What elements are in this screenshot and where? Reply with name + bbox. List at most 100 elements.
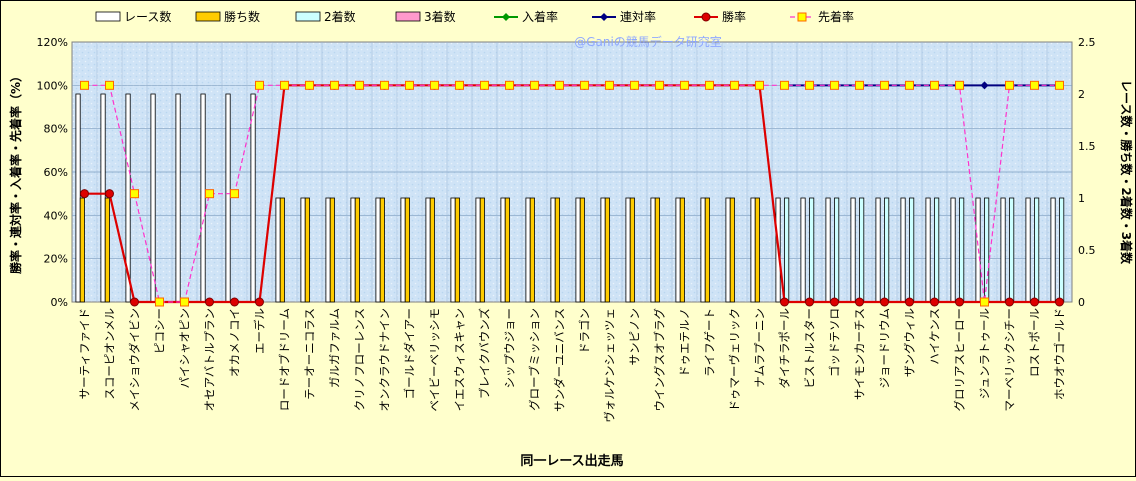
bar-1 [725, 197, 731, 303]
bar-2 [429, 197, 435, 303]
category-label: ビストルスター [803, 308, 817, 389]
bar-2 [79, 197, 85, 303]
bar-2 [604, 197, 610, 303]
bar-1 [675, 197, 681, 303]
point [180, 297, 189, 307]
category-label: ロードオブドリーム [278, 308, 292, 411]
category-label: メイショウダイビン [128, 308, 142, 412]
category-label: ドゥエテルノ [678, 308, 692, 377]
point [855, 80, 864, 90]
point [530, 80, 539, 90]
point [580, 80, 589, 90]
point [155, 297, 164, 307]
bar-2 [654, 197, 660, 303]
bar-3 [1059, 197, 1065, 303]
bar-1 [1025, 197, 1031, 303]
category-label: サーティファイド [78, 308, 92, 399]
category-label: ハイケンス [928, 308, 942, 365]
bar-1 [800, 197, 806, 303]
category-label: ライフゲート [703, 308, 717, 377]
category-label: ダイチラポール [778, 308, 792, 389]
category-label: サンピノン [628, 308, 642, 366]
category-label: ブレイクバウンズ [478, 308, 492, 399]
bar-1 [200, 93, 206, 303]
bar-1 [375, 197, 381, 303]
bar-2 [704, 197, 710, 303]
bar-2 [379, 197, 385, 303]
right-tick-label: 0 [1078, 296, 1085, 309]
bar-1 [1050, 197, 1056, 303]
category-label: エーデル [253, 308, 267, 354]
point [680, 80, 689, 90]
point [330, 80, 339, 90]
bar-2 [729, 197, 735, 303]
bar-2 [554, 197, 560, 303]
category-label: クリノフローレンス [353, 308, 367, 411]
bar-2 [354, 197, 360, 303]
bar-3 [1009, 197, 1015, 303]
line-series [80, 80, 1064, 307]
point [880, 297, 889, 307]
point [205, 297, 214, 307]
legend-marker [701, 12, 711, 22]
point [780, 297, 789, 307]
point [1055, 80, 1064, 90]
category-label: ロストポール [1028, 308, 1042, 377]
category-label: テーオーニコラス [303, 308, 317, 400]
bar-1 [300, 197, 306, 303]
category-label: ゴッドテソロ [828, 308, 842, 377]
point [705, 80, 714, 90]
category-label: グローブミッション [528, 308, 542, 411]
bar-1 [275, 197, 281, 303]
category-label: ドゥマーヴェリック [728, 308, 742, 412]
legend-marker [797, 12, 807, 22]
left-tick-label: 60% [44, 166, 68, 179]
point [80, 80, 89, 90]
bar-1 [100, 93, 106, 303]
bar-3 [909, 197, 915, 303]
bar-3 [1034, 197, 1040, 303]
point [755, 80, 764, 90]
bar-1 [400, 197, 406, 303]
point [1055, 297, 1064, 307]
point [1030, 297, 1039, 307]
bar-1 [575, 197, 581, 303]
point [830, 297, 839, 307]
right-tick-label: 2 [1078, 88, 1085, 101]
category-label: ゴールドダイアー [403, 308, 417, 399]
legend-swatch [95, 11, 121, 22]
point [480, 80, 489, 90]
bar-1 [825, 197, 831, 303]
category-label: パイシャオピン [178, 308, 192, 389]
bar-series [75, 93, 1065, 303]
legend-marker [502, 13, 510, 21]
bar-1 [875, 197, 881, 303]
right-tick-label: 1.5 [1078, 140, 1096, 153]
point [255, 80, 264, 90]
x-axis-title: 同一レース出走馬 [520, 453, 623, 469]
bar-1 [750, 197, 756, 303]
legend-label: 先着率 [818, 9, 854, 24]
category-label: ウイングスオブラグ [653, 308, 667, 412]
category-label: イエスウィスキャン [453, 308, 467, 411]
bar-2 [479, 197, 485, 303]
legend-label: レース数 [124, 9, 171, 24]
point [355, 80, 364, 90]
bar-1 [325, 197, 331, 303]
left-tick-label: 0% [51, 296, 68, 309]
bar-1 [925, 197, 931, 303]
bar-1 [75, 93, 81, 303]
legend-label: 連対率 [620, 9, 656, 24]
bar-1 [500, 197, 506, 303]
point [730, 80, 739, 90]
point [1005, 297, 1014, 307]
bar-2 [329, 197, 335, 303]
series-line [84, 84, 1060, 303]
point [805, 80, 814, 90]
point [930, 297, 939, 307]
bar-3 [784, 197, 790, 303]
bar-1 [475, 197, 481, 303]
legend-swatch [295, 11, 321, 22]
point [980, 81, 989, 90]
